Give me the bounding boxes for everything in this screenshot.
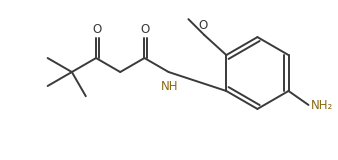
Text: O: O — [92, 23, 102, 36]
Text: NH: NH — [161, 80, 178, 93]
Text: O: O — [199, 19, 208, 32]
Text: O: O — [141, 23, 150, 36]
Text: NH₂: NH₂ — [311, 100, 333, 112]
